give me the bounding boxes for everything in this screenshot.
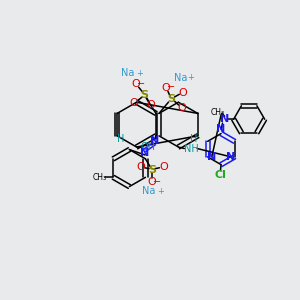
Text: O: O — [162, 83, 170, 93]
Text: N: N — [150, 136, 159, 146]
Text: S: S — [167, 94, 175, 104]
Text: O: O — [147, 100, 156, 110]
Text: N: N — [220, 114, 229, 124]
Text: Na: Na — [142, 186, 156, 196]
Text: −: − — [137, 79, 145, 88]
Text: Cl: Cl — [214, 170, 226, 180]
Text: S: S — [141, 90, 148, 100]
Text: −: − — [167, 82, 175, 92]
Text: O: O — [129, 98, 138, 108]
Text: O: O — [178, 88, 187, 98]
Text: OH: OH — [140, 142, 155, 152]
Text: N: N — [207, 152, 216, 162]
Text: O: O — [178, 103, 186, 113]
Text: Na: Na — [174, 73, 187, 82]
Text: N: N — [140, 148, 149, 158]
Text: S: S — [148, 165, 156, 175]
Text: +: + — [157, 187, 164, 196]
Text: O: O — [132, 79, 141, 88]
Text: −: − — [153, 177, 161, 187]
Text: N: N — [226, 152, 235, 162]
Text: CH₃: CH₃ — [93, 173, 107, 182]
Text: +: + — [188, 73, 194, 82]
Text: O: O — [137, 162, 146, 172]
Text: +: + — [136, 69, 143, 78]
Text: N: N — [216, 124, 226, 134]
Text: H: H — [190, 134, 198, 144]
Text: O: O — [148, 176, 156, 187]
Text: H: H — [117, 134, 124, 144]
Text: O: O — [159, 162, 168, 172]
Text: NH: NH — [184, 143, 199, 154]
Text: Na: Na — [122, 68, 135, 78]
Text: CH₃: CH₃ — [211, 108, 225, 117]
